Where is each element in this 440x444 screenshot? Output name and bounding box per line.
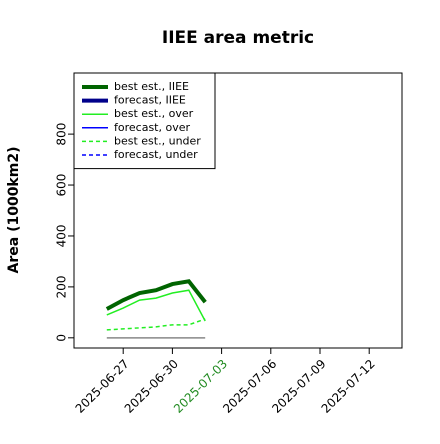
series-line [105, 279, 207, 311]
plot-frame [73, 72, 403, 349]
y-tick-label: 0 [55, 334, 69, 342]
legend-label: forecast, over [114, 121, 190, 134]
chart-title: IIEE area metric [162, 28, 314, 48]
series-line [106, 318, 206, 331]
legend-label: best est., under [114, 134, 201, 147]
legend-label: best est., IIEE [114, 80, 189, 93]
y-tick-label: 800 [55, 123, 69, 146]
y-tick-label: 200 [55, 275, 69, 298]
legend-label: best est., over [114, 107, 194, 120]
y-tick-label: 600 [55, 174, 69, 197]
y-axis-label: Area (1000km2) [6, 147, 22, 274]
legend-label: forecast, IIEE [114, 94, 186, 107]
legend-label: forecast, under [114, 148, 198, 161]
y-tick-label: 400 [55, 225, 69, 248]
series-line [106, 289, 206, 322]
